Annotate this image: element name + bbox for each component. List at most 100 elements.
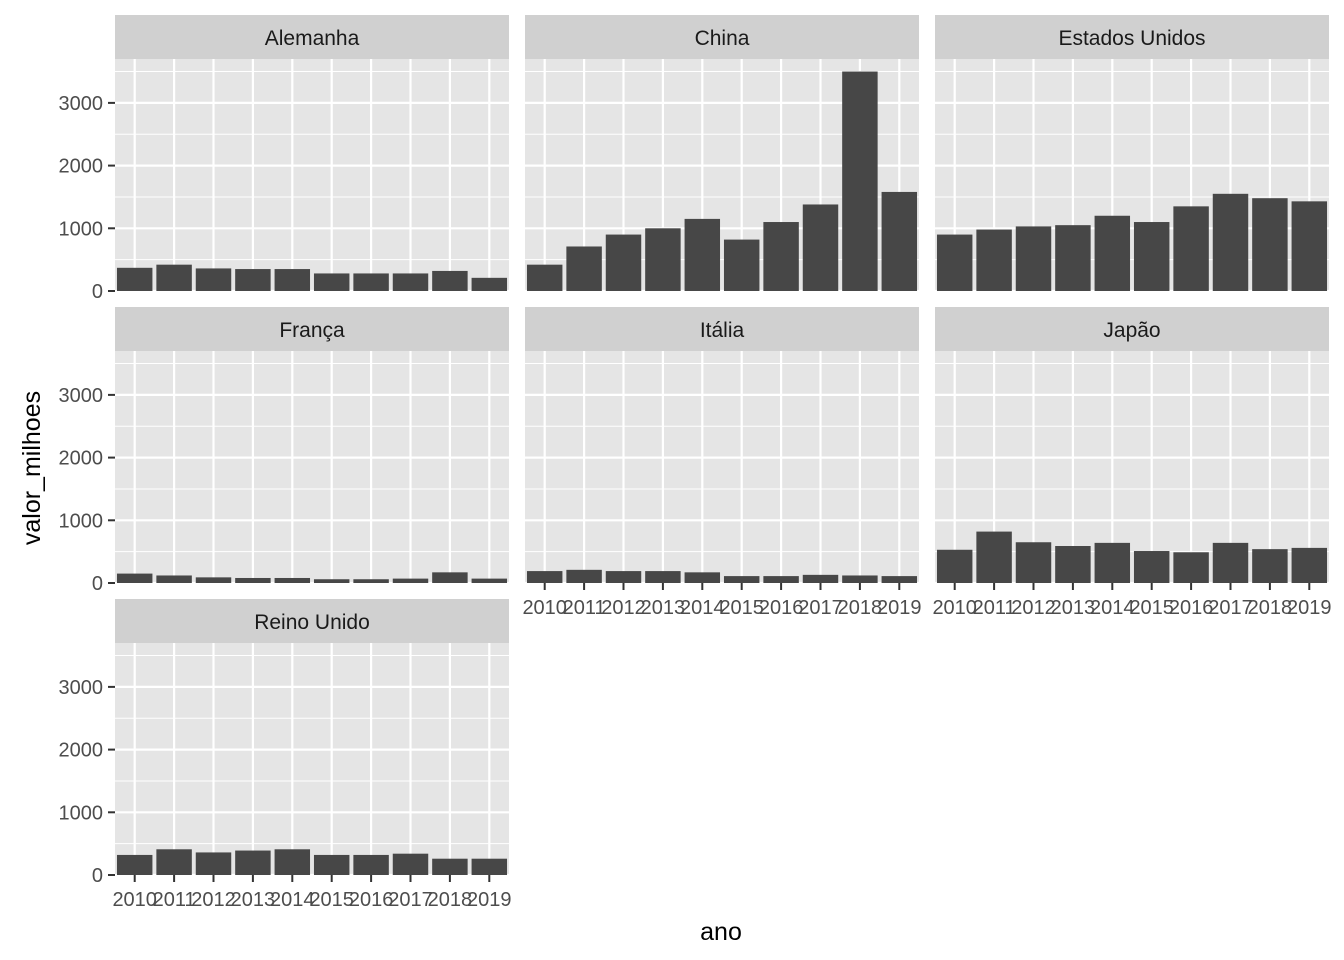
bar-2019 xyxy=(881,191,918,291)
bar-2013 xyxy=(235,269,271,291)
bar-2011 xyxy=(566,246,602,291)
bar-2013 xyxy=(235,577,271,583)
y-tick-label: 1000 xyxy=(59,510,104,532)
x-tick-label: 2012 xyxy=(191,889,236,911)
facet-estados-unidos: Estados Unidos xyxy=(935,15,1329,293)
y-tick-label: 2000 xyxy=(59,156,104,178)
facet-strip-label: Estados Unidos xyxy=(1058,27,1205,50)
bar-2012 xyxy=(195,577,232,583)
bar-2015 xyxy=(313,579,350,583)
x-tick-label: 2014 xyxy=(680,597,725,619)
bar-2011 xyxy=(156,264,192,291)
x-tick-label: 2018 xyxy=(1248,597,1293,619)
bar-2014 xyxy=(684,218,721,291)
facet-reino-unido: Reino Unido 0 1000 2000 3000 2010201120122013… xyxy=(59,599,512,911)
facet-japao: Japão20102011201220132014201520162017201… xyxy=(932,307,1332,619)
bar-2019 xyxy=(1291,547,1328,583)
bar-2015 xyxy=(723,239,760,291)
bar-2011 xyxy=(976,531,1012,583)
facet-strip xyxy=(935,307,1329,351)
y-tick-label: 1000 xyxy=(59,218,104,240)
bar-2010 xyxy=(116,854,153,875)
bar-2011 xyxy=(566,569,602,583)
bar-2014 xyxy=(274,849,311,875)
x-tick-label: 2016 xyxy=(759,597,804,619)
bar-2014 xyxy=(274,269,311,291)
y-tick-label: 3000 xyxy=(59,385,104,407)
facet-strip xyxy=(935,15,1329,59)
x-tick-label: 2014 xyxy=(1090,597,1135,619)
bar-2015 xyxy=(313,854,350,875)
facet-strip xyxy=(525,15,919,59)
bar-2017 xyxy=(1212,542,1249,583)
bar-2017 xyxy=(802,204,839,291)
bar-2018 xyxy=(842,71,878,291)
bar-2011 xyxy=(156,849,192,875)
x-tick-label: 2010 xyxy=(522,597,567,619)
bar-2017 xyxy=(1212,193,1249,291)
x-tick-label: 2015 xyxy=(309,889,354,911)
bar-2012 xyxy=(605,234,642,291)
bar-2017 xyxy=(392,853,429,875)
bar-2015 xyxy=(1133,551,1170,583)
y-tick-label: 0 xyxy=(92,281,103,303)
x-tick-label: 2015 xyxy=(1129,597,1174,619)
x-tick-label: 2012 xyxy=(601,597,646,619)
x-tick-label: 2011 xyxy=(563,597,606,619)
bar-2016 xyxy=(1173,206,1209,291)
facet-strip-label: Reino Unido xyxy=(254,611,370,634)
bar-2014 xyxy=(1094,542,1131,583)
x-tick-label: 2019 xyxy=(877,597,922,619)
y-tick-label: 2000 xyxy=(59,448,104,470)
x-tick-label: 2017 xyxy=(1208,597,1253,619)
bar-2010 xyxy=(526,264,563,291)
bar-2016 xyxy=(763,222,799,291)
x-tick-label: 2010 xyxy=(112,889,157,911)
x-tick-label: 2011 xyxy=(973,597,1016,619)
bar-2012 xyxy=(1015,226,1052,291)
x-tick-label: 2010 xyxy=(932,597,977,619)
bar-2016 xyxy=(353,854,389,875)
x-tick-label: 2012 xyxy=(1011,597,1056,619)
bar-2018 xyxy=(842,575,878,583)
bar-2010 xyxy=(116,573,153,583)
x-tick-label: 2011 xyxy=(153,889,196,911)
panel-background xyxy=(115,59,509,291)
bar-2013 xyxy=(645,571,681,583)
facet-franca: França 0 1000 2000 3000 xyxy=(59,307,509,595)
bar-2013 xyxy=(1055,225,1091,291)
bar-2016 xyxy=(353,579,389,583)
bar-2014 xyxy=(684,572,721,583)
x-tick-label: 2015 xyxy=(719,597,764,619)
bar-2016 xyxy=(1173,552,1209,583)
panel-background xyxy=(115,643,509,875)
y-tick-label: 2000 xyxy=(59,740,104,762)
facet-strip xyxy=(525,307,919,351)
x-tick-label: 2017 xyxy=(798,597,843,619)
bar-2010 xyxy=(936,234,973,291)
x-tick-label: 2019 xyxy=(1287,597,1332,619)
x-tick-label: 2014 xyxy=(270,889,315,911)
bar-2013 xyxy=(235,850,271,875)
bar-2014 xyxy=(1094,215,1131,291)
facet-alemanha: Alemanha 0 1000 2000 3000 xyxy=(59,15,509,303)
bar-2018 xyxy=(432,572,468,583)
bar-2013 xyxy=(1055,546,1091,583)
facet-strip xyxy=(115,599,509,643)
panel-background xyxy=(115,351,509,583)
x-tick-label: 2016 xyxy=(1169,597,1214,619)
x-tick-label: 2018 xyxy=(838,597,883,619)
facet-china: China xyxy=(525,15,919,293)
facet-panels: Alemanha 0 1000 2000 3000 China Estados Unidos… xyxy=(59,15,1332,911)
bar-2014 xyxy=(274,577,311,583)
bar-2017 xyxy=(392,273,429,291)
bar-2011 xyxy=(976,229,1012,291)
x-tick-label: 2016 xyxy=(349,889,394,911)
y-tick-label: 1000 xyxy=(59,802,104,824)
facet-strip xyxy=(115,15,509,59)
facet-strip-label: Alemanha xyxy=(265,27,360,50)
bar-2019 xyxy=(471,277,508,291)
bar-2012 xyxy=(605,571,642,583)
bar-2018 xyxy=(1252,549,1288,583)
